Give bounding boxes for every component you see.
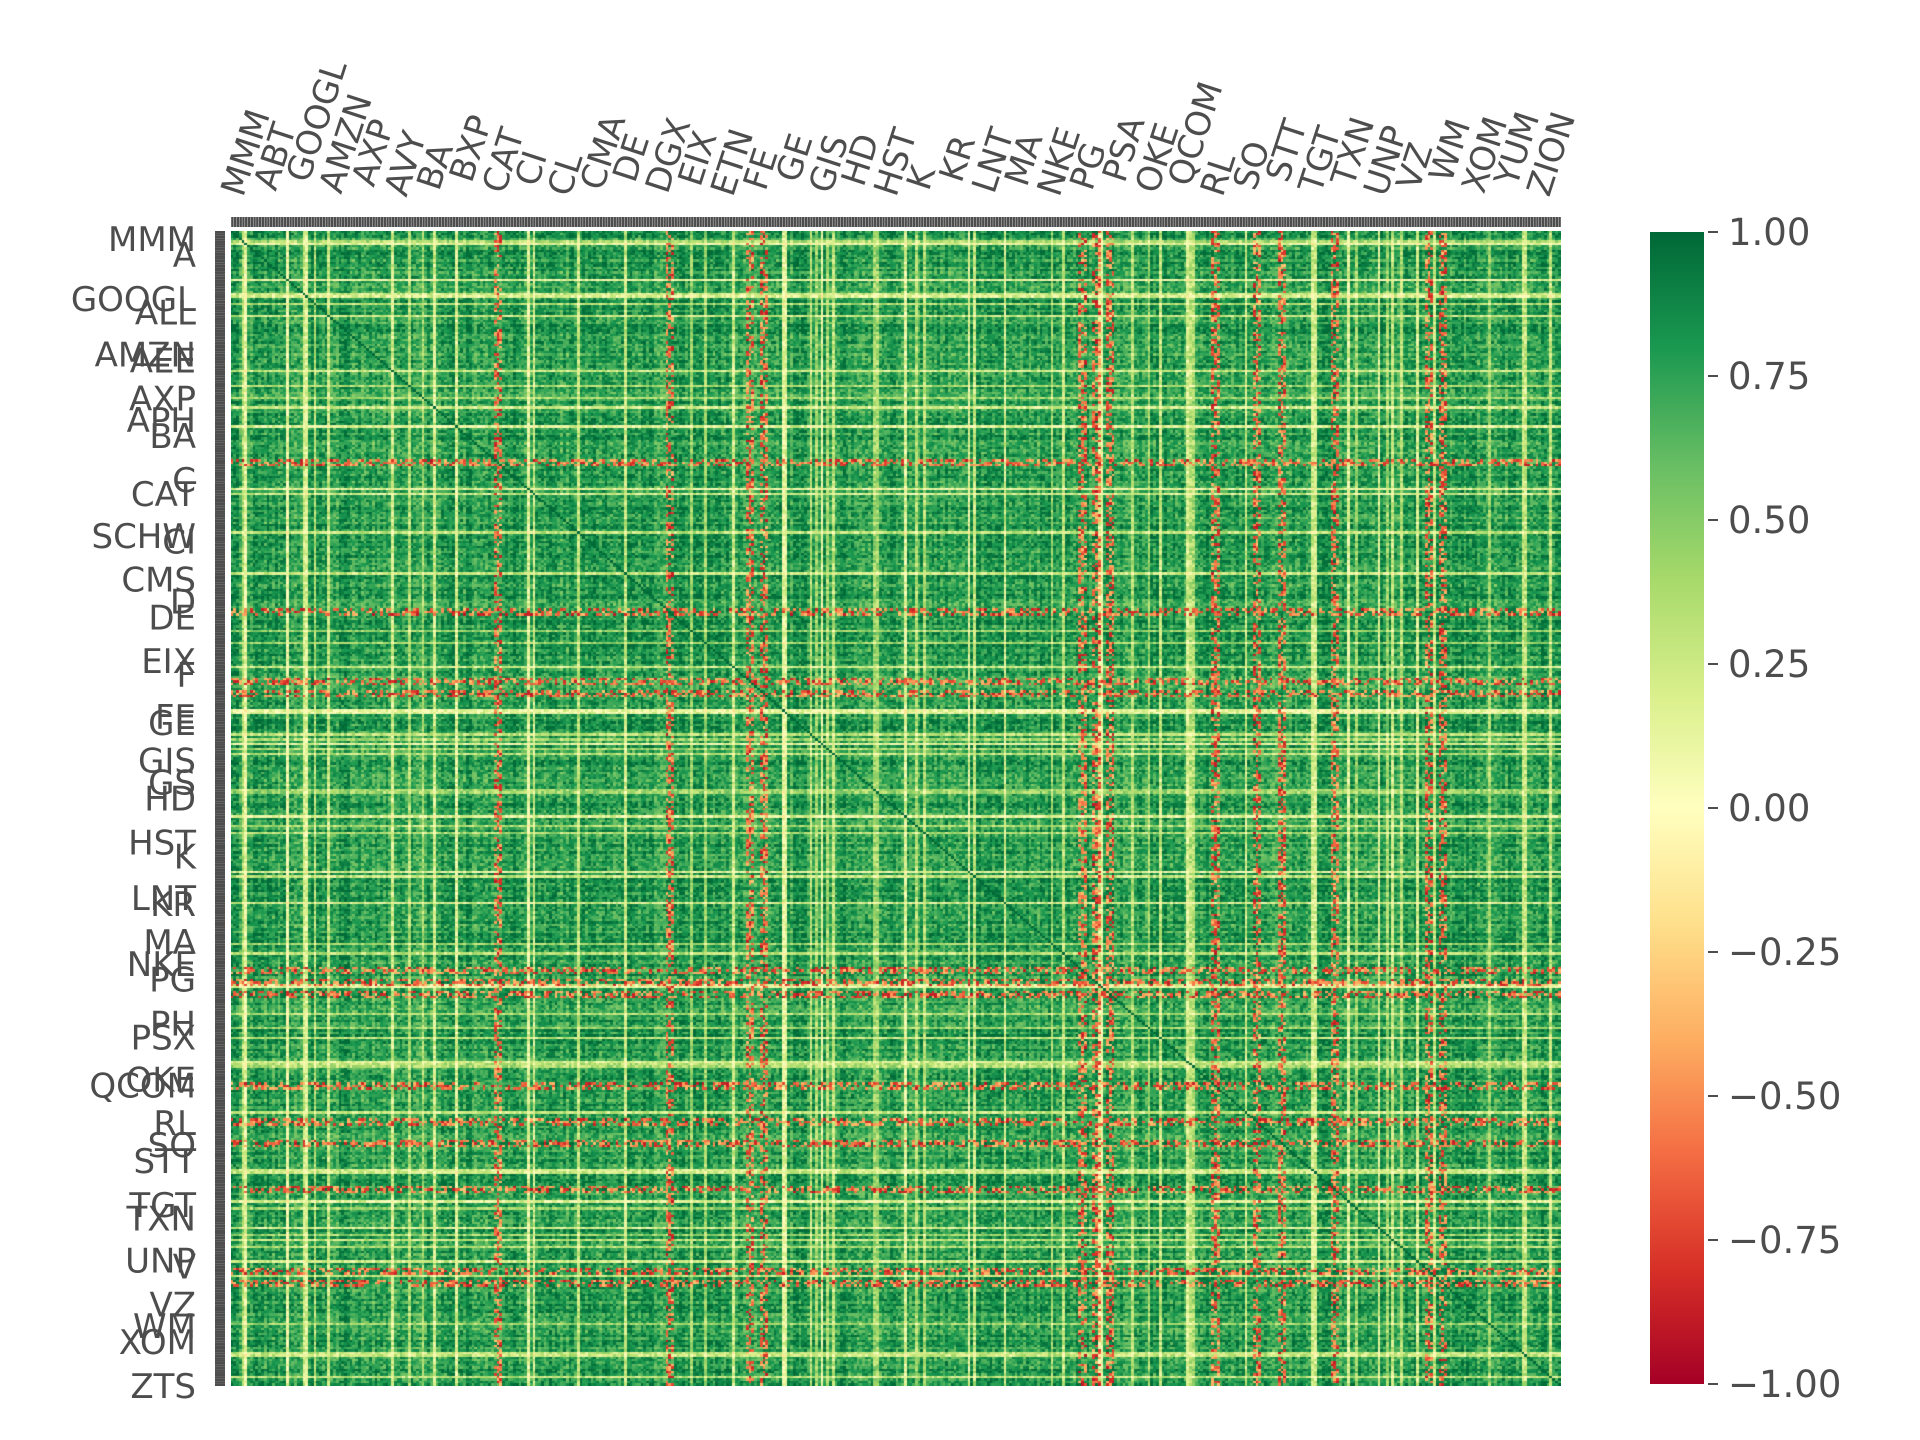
colorbar-tick-label: 0.25 <box>1728 643 1810 686</box>
y-tick-label: STT <box>133 1142 196 1182</box>
y-tick-label: CI <box>162 523 196 563</box>
y-tick-label: RL <box>153 1104 196 1144</box>
y-tick-label: CAT <box>131 475 196 515</box>
y-tick-label: D <box>170 582 196 622</box>
y-tick-label: XOM <box>119 1323 196 1363</box>
y-tick-label: QCOM <box>89 1066 196 1106</box>
y-tick-label: AXP <box>129 379 196 419</box>
y-tick-label: TGT <box>128 1186 196 1226</box>
y-tick-labels: MMMAGOOGLALLAMZNAEEAXPAPHBACCATSCHWCICMS… <box>71 220 198 1407</box>
colorbar-tick-label: 0.00 <box>1728 787 1810 830</box>
colorbar-tick-label: 0.75 <box>1728 355 1810 398</box>
y-tick-marks <box>215 231 225 1386</box>
y-tick-label: GS <box>148 764 196 804</box>
x-tick-marks <box>231 217 1561 227</box>
y-tick-label: CMS <box>121 561 196 601</box>
y-tick-label: OKE <box>125 1060 196 1100</box>
y-tick-label: WM <box>133 1307 196 1347</box>
y-tick-label: ZTS <box>130 1367 196 1407</box>
y-tick-label: SCHW <box>91 517 196 557</box>
y-tick-label: PH <box>150 1005 196 1045</box>
colorbar-tick-label: −0.50 <box>1728 1075 1841 1118</box>
colorbar-tick-label: 1.00 <box>1728 211 1810 254</box>
x-tick-labels: MMMABTGOOGLAMZNAXPAVYBABXPCATCICLCMADEDG… <box>214 55 1584 200</box>
y-tick-label: AEE <box>130 341 196 381</box>
colorbar-ticks: 1.00 0.75 0.50 0.25 0.00 −0.25 −0.50 −0.75 −1.00 <box>1708 211 1841 1406</box>
y-tick-label: HD <box>144 780 196 820</box>
y-tick-label: UNP <box>125 1242 196 1282</box>
y-tick-label: DE <box>148 598 196 638</box>
y-tick-label: SO <box>148 1126 196 1166</box>
y-tick-label: F <box>176 656 196 696</box>
y-tick-label: NKE <box>127 945 196 985</box>
y-tick-label: APH <box>127 401 196 441</box>
y-tick-label: A <box>173 236 196 276</box>
y-tick-label: PSX <box>131 1018 196 1058</box>
y-tick-label: LNT <box>131 879 196 919</box>
y-tick-label: V <box>173 1247 196 1287</box>
y-tick-label: MA <box>143 923 196 963</box>
y-tick-label: GE <box>148 704 196 744</box>
colorbar-tick-label: −0.75 <box>1728 1219 1841 1262</box>
colorbar-tick-label: −1.00 <box>1728 1363 1841 1406</box>
colorbar-tick-label: −0.25 <box>1728 931 1841 974</box>
y-tick-label: ALL <box>135 294 196 334</box>
y-tick-label: TXN <box>126 1200 197 1240</box>
y-tick-label: C <box>172 461 196 501</box>
y-tick-label: BA <box>149 417 196 457</box>
colorbar-tick-label: 0.50 <box>1728 499 1810 542</box>
y-tick-label: FE <box>155 698 196 738</box>
colorbar <box>1650 232 1704 1384</box>
y-tick-label: HST <box>128 823 196 863</box>
y-tick-label: GIS <box>138 742 196 782</box>
y-tick-label: K <box>174 837 198 877</box>
y-tick-label: GOOGL <box>71 280 196 320</box>
y-tick-label: AMZN <box>95 336 196 376</box>
x-tick-label: HST <box>867 124 926 201</box>
y-tick-label: EIX <box>141 642 196 682</box>
y-tick-label: VZ <box>149 1285 196 1325</box>
y-tick-label: PG <box>149 961 196 1001</box>
heatmap-cells <box>231 231 1561 1386</box>
y-tick-label: MMM <box>108 220 196 260</box>
y-tick-label: KR <box>150 885 196 925</box>
